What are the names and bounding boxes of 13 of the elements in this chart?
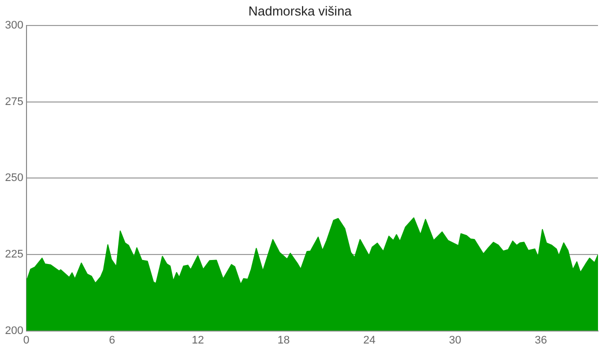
x-tick-label: 30 — [448, 334, 462, 346]
y-tick-label: 300 — [4, 20, 24, 32]
chart-title: Nadmorska višina — [248, 3, 352, 18]
x-tick-label: 24 — [363, 334, 376, 346]
x-tick-label: 12 — [192, 334, 204, 346]
x-tick-label: 36 — [534, 334, 547, 346]
y-tick-label: 275 — [4, 96, 24, 108]
y-tick-label: 250 — [4, 172, 24, 184]
x-tick-label: 6 — [109, 334, 116, 346]
x-tick-label: 0 — [23, 334, 30, 346]
y-tick-label: 200 — [4, 324, 24, 337]
x-tick-label: 18 — [277, 334, 290, 346]
y-tick-label: 225 — [4, 248, 24, 261]
